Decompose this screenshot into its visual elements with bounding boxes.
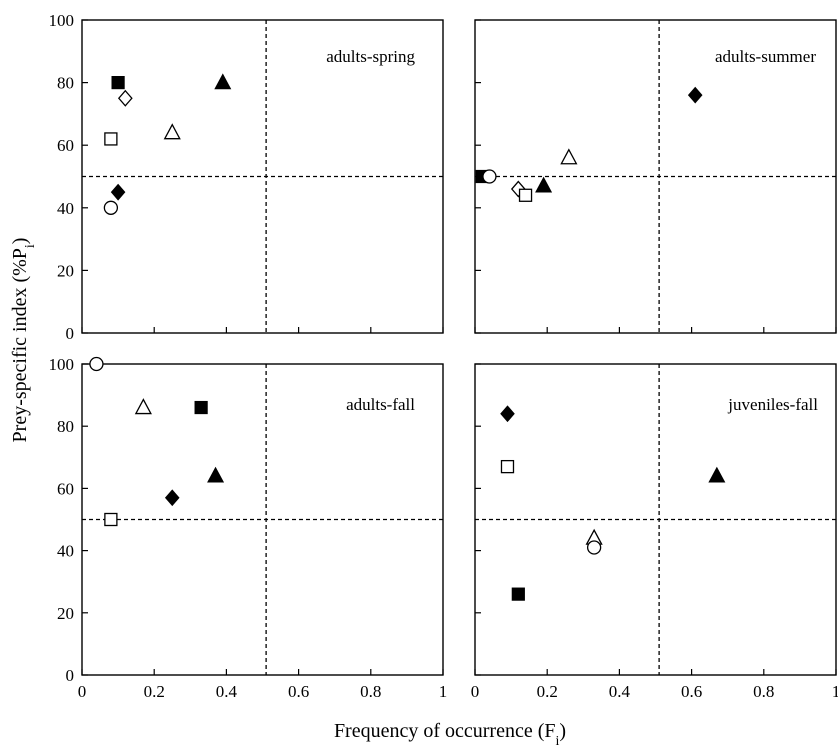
y-tick-label: 0 (66, 666, 75, 685)
data-point-open-circle (89, 356, 104, 372)
plot-frame (81, 19, 444, 334)
x-axis-title-subscript: i (556, 734, 560, 748)
data-point-open-circle (586, 540, 602, 555)
x-tick-label: 0.4 (216, 682, 238, 701)
panel-2: adults-summer (474, 19, 837, 334)
data-point-open-diamond (117, 89, 133, 107)
data-point-open-square (500, 459, 515, 474)
data-point-filled-diamond (687, 86, 703, 104)
y-tick-label: 80 (57, 417, 74, 436)
y-tick-label: 100 (49, 355, 75, 374)
data-point-open-square (104, 512, 118, 527)
data-point-open-triangle (560, 148, 578, 165)
panel-4: 0 0.2 0.4 0.6 0.8 1 juveniles-fall (471, 363, 838, 701)
panel-label: juveniles-fall (727, 395, 818, 414)
data-point-filled-triangle (708, 466, 726, 483)
panel-label: adults-summer (715, 47, 816, 66)
panel-1: 0 20 40 60 80 100 adults-spring (49, 11, 444, 343)
data-point-open-square (104, 132, 118, 146)
data-point-open-circle (103, 200, 119, 215)
data-point-open-square (518, 188, 533, 202)
y-tick-label: 0 (66, 324, 75, 343)
panel-label: adults-fall (346, 395, 415, 414)
panel-label: adults-spring (326, 47, 415, 66)
x-tick-label: 0.8 (753, 682, 774, 701)
data-point-filled-diamond (500, 405, 515, 423)
x-tick-label: 1 (439, 682, 448, 701)
x-axis-title-main: Frequency of occurrence (F (334, 720, 556, 742)
plot-frame (474, 19, 837, 334)
x-tick-label: 0 (78, 682, 87, 701)
y-tick-label: 40 (57, 542, 74, 561)
y-tick-label: 20 (57, 604, 74, 623)
x-tick-label: 0.6 (681, 682, 702, 701)
data-point-filled-diamond (164, 489, 180, 507)
x-tick-label: 0.2 (144, 682, 165, 701)
panel-3: 0 0.2 0.4 0.6 0.8 1 0 20 40 60 80 100 adults-fall (49, 355, 448, 701)
y-tick-label: 20 (57, 261, 74, 280)
data-point-filled-square (111, 75, 125, 90)
x-tick-label: 0.6 (288, 682, 309, 701)
y-tick-label: 80 (57, 74, 74, 93)
data-point-filled-square (511, 587, 525, 601)
y-tick-label: 40 (57, 199, 74, 218)
x-tick-label: 0 (471, 682, 480, 701)
y-axis-title-close: ) (9, 238, 31, 245)
x-tick-label: 1 (832, 682, 838, 701)
y-tick-label: 60 (57, 136, 74, 155)
data-point-filled-diamond (110, 183, 126, 201)
y-axis-title-main: Prey-specific index (%P (9, 248, 31, 442)
data-point-open-triangle (134, 398, 152, 415)
data-point-filled-triangle (207, 466, 225, 483)
x-tick-label: 0.4 (609, 682, 631, 701)
y-axis-title-subscript: i (23, 244, 38, 248)
data-point-open-circle (482, 169, 497, 184)
x-axis-title-close: ) (559, 720, 566, 742)
data-point-filled-square (194, 400, 208, 415)
data-point-filled-triangle (535, 176, 553, 193)
x-tick-label: 0.2 (537, 682, 558, 701)
x-axis-title: Frequency of occurrence (Fi) (334, 720, 566, 748)
data-point-open-triangle (163, 123, 181, 140)
y-tick-label: 60 (57, 479, 74, 498)
x-tick-label: 0.8 (360, 682, 381, 701)
data-point-filled-triangle (214, 73, 232, 90)
y-tick-label: 100 (49, 11, 75, 30)
y-axis-title: Prey-specific index (%Pi) (9, 238, 38, 443)
